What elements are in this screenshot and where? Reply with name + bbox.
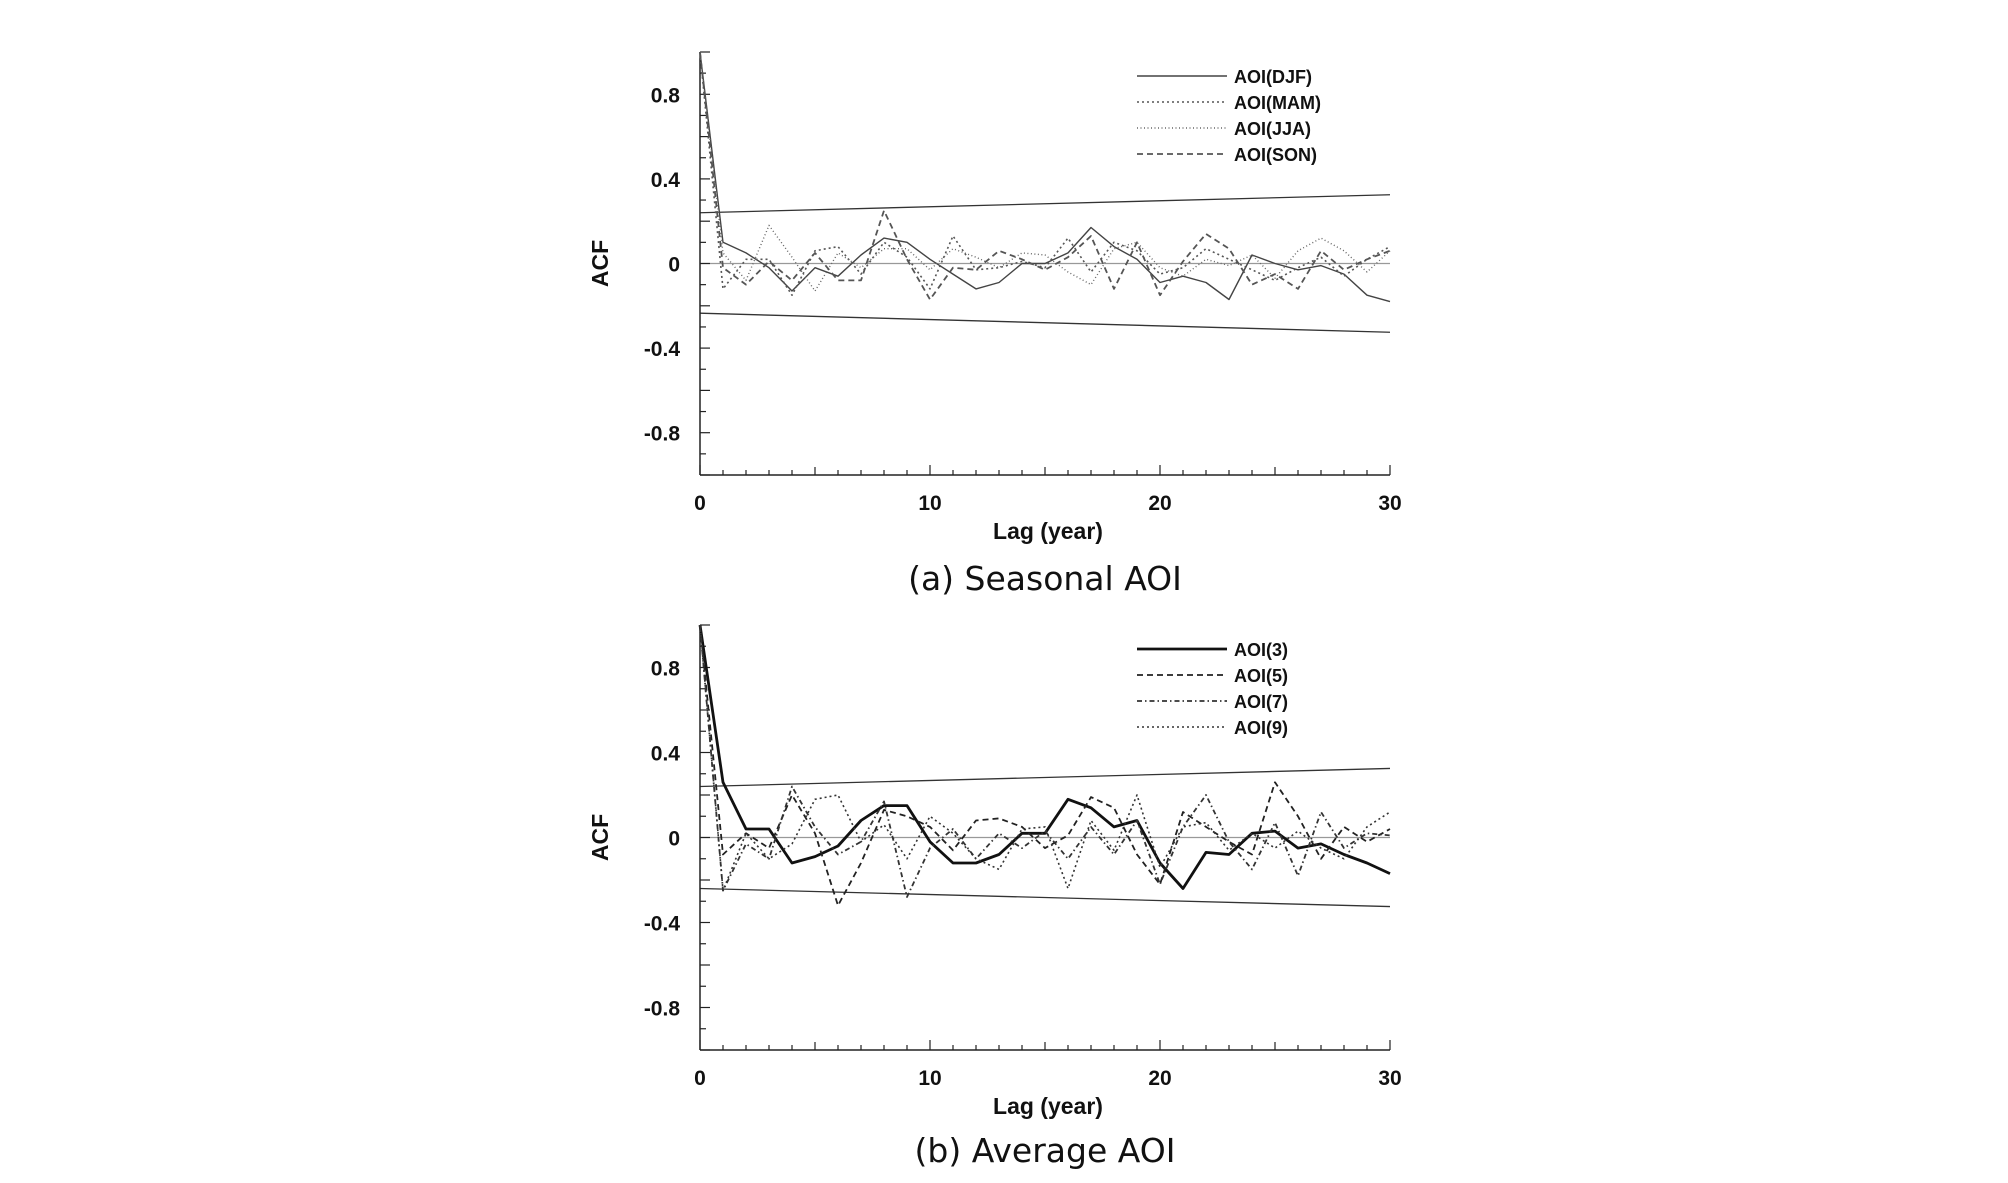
panel-b-series <box>698 624 1391 907</box>
series-line-aoi-mam <box>699 51 1391 297</box>
panel-a-axes <box>699 51 1391 476</box>
panel-a-x-tick-label: 0 <box>694 492 706 515</box>
confidence-lower-line <box>699 887 1391 908</box>
panel-b-legend-label: AOI(3) <box>1234 640 1288 660</box>
panel-b-legend-label: AOI(7) <box>1234 692 1288 712</box>
panel-b-y-axis-title: ACF <box>587 814 613 861</box>
panel-b-y-tick-label: 0.8 <box>651 658 681 681</box>
panel-a-x-tick-label: 30 <box>1378 492 1401 515</box>
series-line-aoi-jja <box>699 51 1391 292</box>
panel-a-x-axis-title: Lag (year) <box>993 518 1103 544</box>
panel-a-legend-label: AOI(JJA) <box>1234 119 1311 139</box>
panel-b-x-tick-labels: 0 10 20 30 <box>694 1067 1402 1090</box>
panel-b-y-tick-label: 0.4 <box>651 743 681 766</box>
series-line-aoi-3 <box>698 624 1391 890</box>
panel-a-confidence-band <box>699 194 1391 333</box>
panel-a-y-tick-labels: 0.8 0.4 0 -0.4 -0.8 <box>644 84 681 445</box>
panel-a-legend-label: AOI(MAM) <box>1234 93 1321 113</box>
panel-b-y-tick-label: 0 <box>668 828 680 851</box>
panel-a-y-tick-label: -0.8 <box>644 423 681 446</box>
confidence-upper-line <box>699 194 1391 214</box>
panel-b-legend: AOI(3) AOI(5) AOI(7) AOI(9) <box>1137 640 1288 738</box>
series-line-aoi-djf <box>699 51 1391 303</box>
panel-a-legend-label: AOI(SON) <box>1234 145 1317 165</box>
panel-b-x-tick-label: 0 <box>694 1067 706 1090</box>
panel-a-y-tick-label: 0 <box>668 254 680 277</box>
panel-a-y-tick-label: 0.4 <box>651 169 681 192</box>
panel-b-confidence-band <box>699 767 1391 908</box>
panel-b-legend-label: AOI(5) <box>1234 666 1288 686</box>
panel-b-x-axis-title: Lag (year) <box>993 1093 1103 1119</box>
panel-b-axes <box>699 624 1391 1051</box>
confidence-upper-line <box>699 767 1391 788</box>
panel-a-legend-label: AOI(DJF) <box>1234 67 1312 87</box>
panel-a-x-tick-labels: 0 10 20 30 <box>694 492 1402 515</box>
series-line-aoi-9 <box>699 624 1391 892</box>
panel-a-series <box>699 51 1391 303</box>
panel-a-y-tick-label: -0.4 <box>644 338 681 361</box>
panel-a-x-tick-label: 20 <box>1148 492 1171 515</box>
panel-b-y-tick-labels: 0.8 0.4 0 -0.4 -0.8 <box>644 658 681 1021</box>
panel-b-average-aoi: 0.8 0.4 0 -0.4 -0.8 0 10 20 30 Lag (year… <box>587 624 1402 1170</box>
panel-b-caption: (b) Average AOI <box>915 1131 1176 1170</box>
panel-a-y-tick-label: 0.8 <box>651 84 681 107</box>
panel-a-y-axis-title: ACF <box>587 240 613 287</box>
panel-b-x-tick-label: 20 <box>1148 1067 1171 1090</box>
panel-a-legend: AOI(DJF) AOI(MAM) AOI(JJA) AOI(SON) <box>1137 67 1321 165</box>
panel-b-x-tick-label: 10 <box>918 1067 941 1090</box>
series-line-aoi-son <box>699 51 1391 301</box>
panel-a-caption: (a) Seasonal AOI <box>908 559 1182 598</box>
panel-a-x-tick-label: 10 <box>918 492 941 515</box>
panel-a-seasonal-aoi: 0.8 0.4 0 -0.4 -0.8 0 10 20 30 Lag (year… <box>587 51 1402 598</box>
panel-b-legend-label: AOI(9) <box>1234 718 1288 738</box>
panel-b-y-tick-label: -0.4 <box>644 913 681 936</box>
panel-b-x-tick-label: 30 <box>1378 1067 1401 1090</box>
confidence-lower-line <box>699 312 1391 333</box>
panel-b-y-tick-label: -0.8 <box>644 998 681 1021</box>
series-line-aoi-5 <box>699 624 1391 907</box>
